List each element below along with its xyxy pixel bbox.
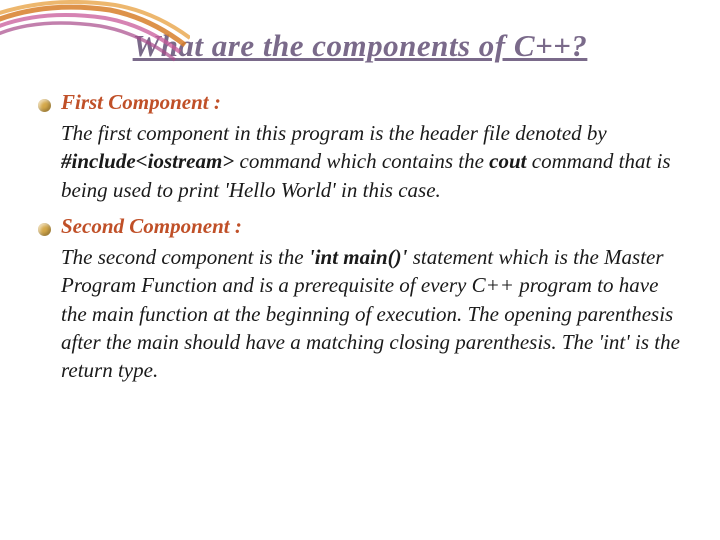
section-header-2: Second Component : (38, 214, 682, 239)
bullet-icon (38, 99, 51, 112)
section-2-label: Second Component : (61, 214, 242, 239)
section-2-body: The second component is the 'int main()'… (61, 243, 682, 385)
section-header-1: First Component : (38, 90, 682, 115)
section-1-label: First Component : (61, 90, 221, 115)
bold-cout: cout (489, 149, 526, 173)
bullet-icon (38, 223, 51, 236)
page-title: What are the components of C++? (0, 0, 720, 74)
section-1-body: The first component in this program is t… (61, 119, 682, 204)
bold-intmain: 'int main()' (309, 245, 408, 269)
bold-include: #include<iostream> (61, 149, 234, 173)
content-area: First Component : The first component in… (0, 74, 720, 415)
